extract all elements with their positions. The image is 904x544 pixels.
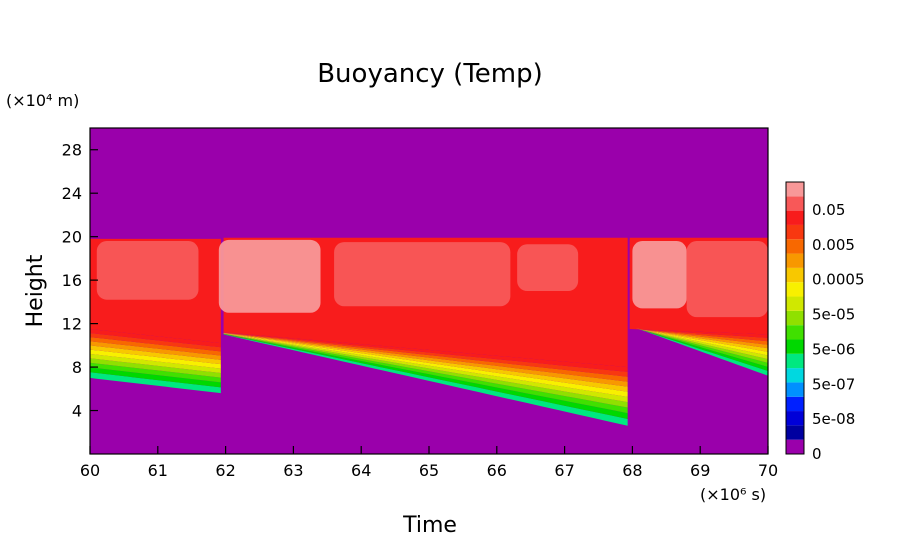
contour-band-2-4 bbox=[223, 333, 628, 408]
x-axis-label: Time bbox=[402, 513, 457, 538]
y-tick-label: 4 bbox=[72, 402, 82, 421]
contour-band-3-6 bbox=[629, 325, 768, 356]
colorbar-swatch bbox=[786, 439, 804, 454]
contour-band-3-10 bbox=[629, 325, 768, 342]
colorbar-label: 5e-06 bbox=[812, 340, 855, 358]
x-tick-label: 62 bbox=[215, 461, 235, 480]
colorbar-label: 5e-07 bbox=[812, 375, 855, 393]
contour-highlight-1 bbox=[96, 241, 199, 300]
contour-band-1-7 bbox=[90, 345, 221, 365]
contour-band-1-8 bbox=[90, 341, 221, 360]
y-tick-label: 16 bbox=[62, 271, 82, 290]
contour-band-1-3 bbox=[90, 362, 221, 383]
colorbar-label: 0.05 bbox=[812, 201, 845, 219]
colorbar-swatch bbox=[786, 267, 804, 283]
contour-band-2-7 bbox=[223, 333, 628, 392]
y-tick-label: 20 bbox=[62, 228, 82, 247]
contour-band-3-5 bbox=[629, 325, 768, 360]
y-axis-label: Height bbox=[23, 254, 48, 327]
contour-band-3-7 bbox=[629, 325, 768, 352]
contour-highlight-6 bbox=[686, 241, 768, 318]
contour-band-3-11 bbox=[629, 325, 768, 338]
colorbar-swatch bbox=[786, 210, 804, 225]
colorbar-swatch bbox=[786, 239, 804, 254]
x-tick-label: 70 bbox=[758, 461, 778, 480]
contour-band-2-10 bbox=[223, 332, 628, 377]
y-tick-label: 28 bbox=[62, 141, 82, 160]
colorbar-swatch bbox=[786, 339, 804, 354]
colorbar-frame bbox=[785, 181, 805, 455]
contour-band-1-2 bbox=[90, 367, 221, 388]
contour-band-2-6 bbox=[223, 333, 628, 397]
contour-band-2-3 bbox=[223, 333, 628, 414]
x-axis-unit: (×10⁶ s) bbox=[700, 485, 766, 504]
colorbar-swatch bbox=[786, 253, 804, 268]
contour-band-1-11 bbox=[90, 329, 221, 348]
contour-band-3-4 bbox=[629, 325, 768, 363]
colorbar-swatch bbox=[786, 325, 804, 340]
colorbar-swatch bbox=[786, 396, 804, 412]
contour-band-1-6 bbox=[90, 349, 221, 369]
colorbar-label: 0 bbox=[812, 445, 822, 463]
y-tick-label: 24 bbox=[62, 184, 82, 203]
colorbar-swatch bbox=[786, 411, 804, 426]
colorbar-swatch bbox=[786, 353, 804, 369]
contour-highlight-4 bbox=[517, 244, 579, 291]
contour-highlight-3 bbox=[334, 242, 511, 307]
colorbar-label: 5e-08 bbox=[812, 410, 855, 428]
y-tick-label: 8 bbox=[72, 358, 82, 377]
x-tick-label: 65 bbox=[419, 461, 439, 480]
y-tick-label: 12 bbox=[62, 315, 82, 334]
colorbar-swatch bbox=[786, 296, 804, 311]
x-tick-label: 63 bbox=[283, 461, 303, 480]
colorbar-swatch bbox=[786, 282, 804, 297]
contour-band-1-5 bbox=[90, 353, 221, 374]
contour-highlight-2 bbox=[218, 239, 321, 313]
colorbar: 0 5e-08 5e-07 5e-06 5e-05 0.0005 0.005 0.05 bbox=[785, 181, 865, 463]
colorbar-label: 0.0005 bbox=[812, 271, 865, 289]
contour-band-1-9 bbox=[90, 337, 221, 356]
colorbar-swatch bbox=[786, 382, 804, 397]
x-axis: 60 61 62 63 64 65 66 67 68 69 70 bbox=[80, 446, 778, 480]
contour-band-3-2 bbox=[629, 325, 768, 371]
colorbar-swatch bbox=[786, 368, 804, 383]
plot-area bbox=[89, 127, 769, 455]
contour-highlights bbox=[96, 239, 768, 318]
y-axis: 4 8 12 16 20 24 28 bbox=[62, 141, 98, 421]
x-tick-label: 61 bbox=[148, 461, 168, 480]
contour-band-3-9 bbox=[629, 325, 768, 345]
colorbar-label: 5e-05 bbox=[812, 306, 855, 324]
contour-band-1-4 bbox=[90, 358, 221, 378]
x-tick-label: 66 bbox=[487, 461, 507, 480]
colorbar-swatch bbox=[786, 425, 804, 440]
x-tick-label: 64 bbox=[351, 461, 371, 480]
contour-band-3-8 bbox=[629, 325, 768, 349]
x-tick-label: 67 bbox=[554, 461, 574, 480]
x-tick-label: 69 bbox=[690, 461, 710, 480]
contour-band-3-3 bbox=[629, 325, 768, 367]
colorbar-label: 0.005 bbox=[812, 236, 855, 254]
contour-band-1-10 bbox=[90, 333, 221, 352]
contour-band-3-1 bbox=[629, 325, 768, 376]
contour-band-2-8 bbox=[223, 332, 628, 387]
contour-band-2-1 bbox=[223, 334, 628, 426]
contour-highlight-5 bbox=[632, 241, 687, 309]
colorbar-swatch bbox=[786, 310, 804, 326]
contour-band-2-11 bbox=[223, 332, 628, 372]
contour-band-1-1 bbox=[90, 372, 221, 394]
contour-band-2-9 bbox=[223, 332, 628, 382]
x-tick-label: 60 bbox=[80, 461, 100, 480]
chart-title: Buoyancy (Temp) bbox=[317, 59, 543, 89]
contour-band-2-2 bbox=[223, 333, 628, 419]
colorbar-swatch bbox=[786, 224, 804, 240]
contour-band-2-5 bbox=[223, 333, 628, 403]
colorbar-swatch bbox=[786, 196, 804, 211]
y-axis-unit: (×10⁴ m) bbox=[6, 91, 79, 110]
x-tick-label: 68 bbox=[622, 461, 642, 480]
colorbar-swatch bbox=[786, 182, 804, 197]
